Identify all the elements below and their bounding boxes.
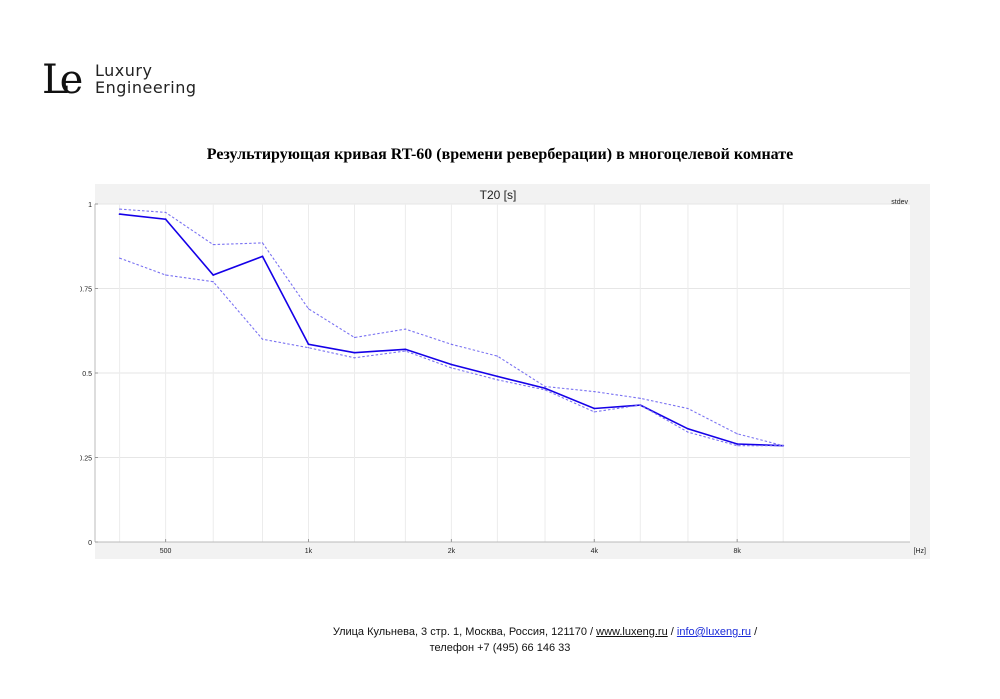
chart-title: T20 [s] — [480, 188, 517, 202]
rt60-point — [450, 363, 453, 366]
y-tick-label: 1 — [88, 202, 92, 209]
stdev-point — [353, 357, 356, 359]
rt60-point — [212, 274, 215, 276]
stdev-point — [404, 350, 406, 352]
stdev-point — [639, 397, 641, 399]
stdev-point — [736, 433, 738, 435]
stdev-point — [687, 431, 689, 433]
rt60-point — [261, 255, 264, 258]
stdev-point — [212, 281, 214, 283]
stdev-point — [119, 208, 121, 210]
rt60-point — [593, 407, 596, 410]
stdev-point — [450, 367, 452, 369]
separator: / — [754, 626, 758, 638]
stdev-point — [307, 347, 310, 349]
stdev-point — [450, 343, 452, 345]
x-axis-unit: [Hz] — [914, 548, 927, 555]
stdev-point — [212, 243, 214, 246]
stdev-point — [165, 274, 167, 276]
stdev-point — [593, 411, 595, 413]
stdev-point — [544, 389, 546, 391]
stdev-point — [496, 379, 498, 381]
stdev-point — [353, 336, 356, 339]
chart-svg: T20 [s] stdev [Hz] 0 0.25 0.5 0.75 1 500 1k 2k 4… — [80, 184, 930, 559]
x-tick-label: 2k — [448, 548, 456, 555]
legend-stdev: stdev — [891, 199, 908, 206]
logo-mark: Le — [42, 57, 83, 103]
x-tick-label: 500 — [160, 548, 172, 555]
page-heading: Результирующая кривая RT-60 (времени рев… — [206, 146, 794, 163]
y-tick-label: 0.5 — [82, 371, 92, 378]
rt60-point — [736, 443, 739, 445]
stdev-point — [307, 308, 310, 310]
ticks: 0 0.25 0.5 0.75 1 500 1k 2k 4k 8k — [80, 202, 741, 555]
logo-text: Luxury Engineering — [95, 62, 197, 96]
footer: Улица Кульнева, 3 стр. 1, Москва, Россия… — [0, 624, 1000, 656]
y-tick-label: 0.25 — [80, 456, 92, 463]
logo-line-1: Luxury — [95, 61, 153, 80]
stdev-point — [496, 355, 498, 357]
stdev-point — [782, 445, 784, 447]
stdev-point — [736, 445, 738, 447]
stdev-point — [544, 385, 546, 388]
separator: / — [670, 626, 674, 638]
logo-line-2: Engineering — [95, 78, 197, 97]
rt60-point — [118, 213, 121, 216]
rt60-point — [307, 343, 310, 346]
footer-address-line: Улица Кульнева, 3 стр. 1, Москва, Россия… — [0, 624, 1000, 640]
rt60-point — [164, 218, 167, 221]
stdev-point — [593, 390, 595, 393]
rt60-point — [687, 427, 689, 430]
footer-phone: телефон +7 (495) 66 146 33 — [429, 642, 571, 654]
rt60-point — [496, 375, 499, 378]
stdev-point — [261, 242, 264, 244]
rt60-point — [353, 351, 356, 354]
rt60-point — [404, 348, 407, 351]
y-tick-label: 0 — [88, 540, 92, 547]
x-tick-label: 4k — [591, 548, 599, 555]
stdev-point — [261, 338, 264, 340]
grid — [95, 203, 910, 542]
stdev-point — [639, 404, 641, 406]
rt60-chart: T20 [s] stdev [Hz] 0 0.25 0.5 0.75 1 500 1k 2k 4… — [80, 184, 930, 559]
email-link[interactable]: info@luxeng.ru — [676, 626, 752, 638]
rt60-point — [544, 387, 546, 390]
address-text: Улица Кульнева, 3 стр. 1, Москва, Россия… — [332, 626, 594, 638]
y-tick-label: 0.75 — [80, 287, 92, 294]
stdev-point — [404, 328, 406, 330]
stdev-point — [165, 211, 167, 214]
x-tick-label: 1k — [305, 548, 313, 555]
stdev-lower-line — [119, 257, 784, 447]
website-link[interactable]: www.luxeng.ru — [596, 626, 668, 638]
series — [118, 208, 785, 447]
stdev-point — [687, 407, 689, 410]
stdev-point — [119, 257, 121, 259]
x-tick-label: 8k — [733, 548, 741, 555]
